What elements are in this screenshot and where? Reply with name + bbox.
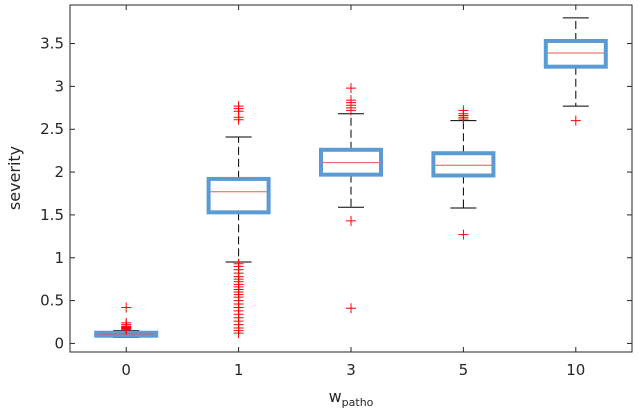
y-tick-label: 3.5: [40, 35, 64, 53]
y-tick-label: 2.5: [40, 120, 64, 138]
y-axis-label: severity: [5, 146, 24, 210]
x-axis-label-main: w: [329, 387, 342, 406]
y-tick-label: 3: [54, 77, 64, 95]
y-axis: 0 0.5 1 1.5 2 2.5 3 3.5: [40, 35, 632, 352]
outlier-marker: [233, 114, 244, 125]
outlier-marker: [346, 83, 356, 94]
outlier-marker: [346, 105, 356, 116]
outlier-marker: [458, 113, 469, 124]
x-axis-label: wpatho: [329, 387, 374, 409]
box-group-0: [94, 302, 159, 338]
outlier-marker: [121, 324, 132, 335]
x-tick-label: 0: [121, 361, 131, 379]
x-axis: 0 1 3 5 10: [121, 5, 585, 379]
x-tick-label: 1: [234, 361, 244, 379]
x-axis-label-subscript: patho: [342, 396, 374, 409]
outlier-marker: [121, 302, 132, 313]
y-tick-label: 0.5: [40, 292, 64, 310]
box-group-3: [319, 83, 383, 314]
box-group-1: [206, 101, 271, 339]
iqr-box: [431, 151, 496, 178]
box-group-5: [431, 105, 496, 240]
x-tick-label: 10: [566, 361, 585, 379]
x-tick-label: 3: [346, 361, 356, 379]
iqr-box: [543, 38, 608, 69]
boxes-layer: [94, 17, 608, 339]
y-tick-label: 1: [54, 249, 64, 267]
iqr-box: [206, 176, 271, 215]
x-tick-label: 5: [459, 361, 469, 379]
outlier-marker: [233, 328, 244, 339]
box-group-10: [543, 17, 608, 126]
outlier-marker: [458, 229, 469, 240]
y-tick-label: 2: [54, 163, 64, 181]
outlier-marker: [570, 115, 581, 126]
y-tick-label: 0: [54, 334, 64, 352]
outlier-marker: [346, 215, 356, 226]
y-tick-label: 1.5: [40, 206, 64, 224]
outlier-marker: [346, 303, 356, 314]
